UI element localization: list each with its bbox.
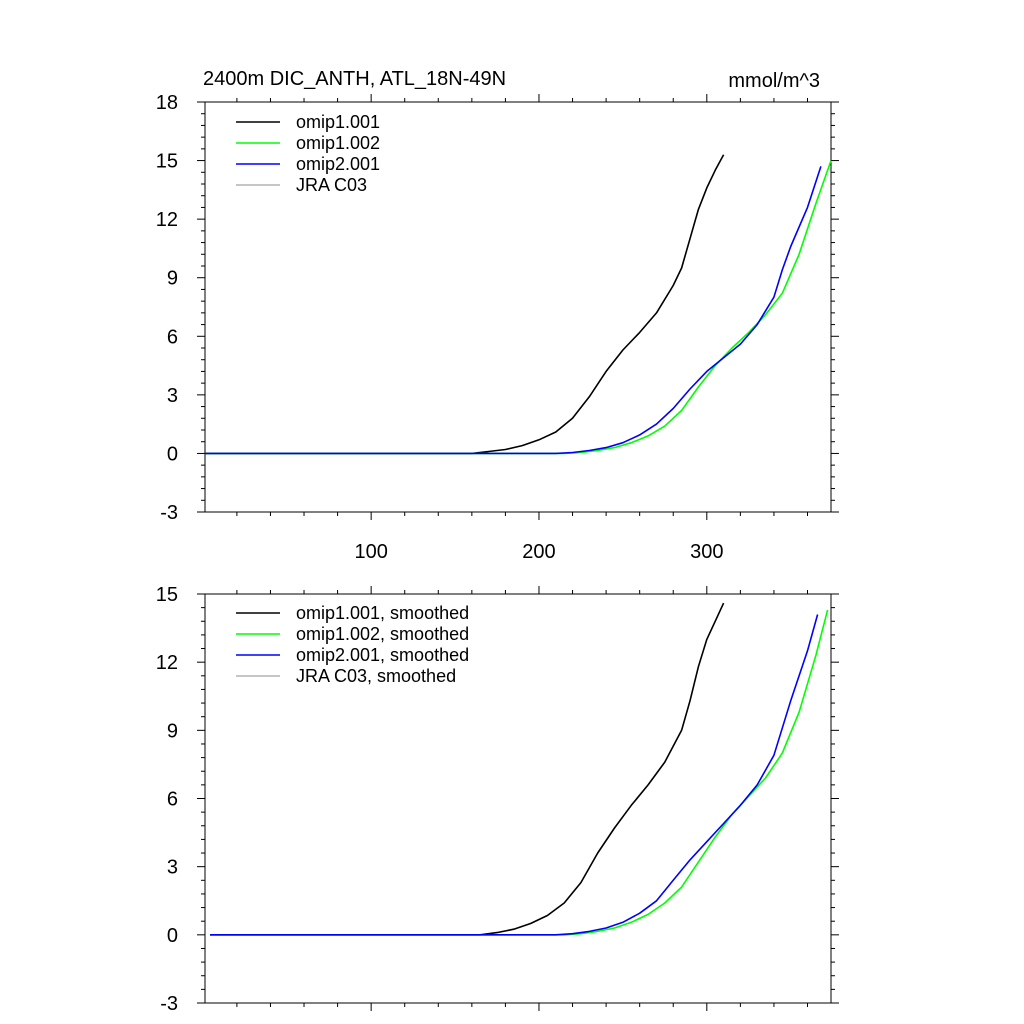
series-line-1 [210, 609, 829, 936]
y-tick-label: 6 [167, 326, 178, 348]
y-tick-label: 0 [167, 443, 178, 465]
y-tick-label: 9 [167, 268, 178, 290]
legend-label: omip1.001 [296, 112, 380, 132]
y-tick-label: 3 [167, 857, 178, 879]
y-tick-label: 12 [156, 652, 178, 674]
x-tick-label: 100 [354, 541, 387, 563]
y-tick-label: 18 [156, 92, 178, 114]
units-label: mmol/m^3 [728, 70, 820, 92]
top-panel: -3 0 3 6 9 12 15 18 100 200 300 omip1.001omip1.002o… [156, 92, 839, 563]
series-line-0 [205, 154, 725, 455]
legend-label: JRA C03 [296, 175, 367, 195]
y-tick-label: 3 [167, 385, 178, 407]
legend-label: omip1.001, smoothed [296, 603, 469, 623]
plot-frame [204, 101, 832, 513]
y-tick-label: 15 [156, 584, 178, 606]
y-tick-label: 6 [167, 789, 178, 811]
chart-title: 2400m DIC_ANTH, ATL_18N-49N [203, 68, 506, 90]
legend-label: omip2.001 [296, 154, 380, 174]
y-tick-label: -3 [160, 502, 178, 524]
x-tick-label: 300 [690, 541, 723, 563]
y-tick-label: 0 [167, 925, 178, 947]
y-tick-label: 12 [156, 209, 178, 231]
series-line-2 [205, 166, 822, 455]
legend-label: omip2.001, smoothed [296, 645, 469, 665]
y-tick-label: -3 [160, 993, 178, 1015]
series-line-2 [210, 614, 819, 936]
legend-label: omip1.002, smoothed [296, 624, 469, 644]
series-line-0 [210, 602, 725, 936]
legend-label: omip1.002 [296, 133, 380, 153]
x-tick-label: 200 [522, 541, 555, 563]
y-tick-label: 15 [156, 151, 178, 173]
series-line-1 [205, 160, 832, 455]
y-tick-label: 9 [167, 720, 178, 742]
legend-label: JRA C03, smoothed [296, 666, 456, 686]
bottom-panel: -3 0 3 6 9 12 15 omip1.001, smoothedomip1.002, … [156, 584, 839, 1015]
